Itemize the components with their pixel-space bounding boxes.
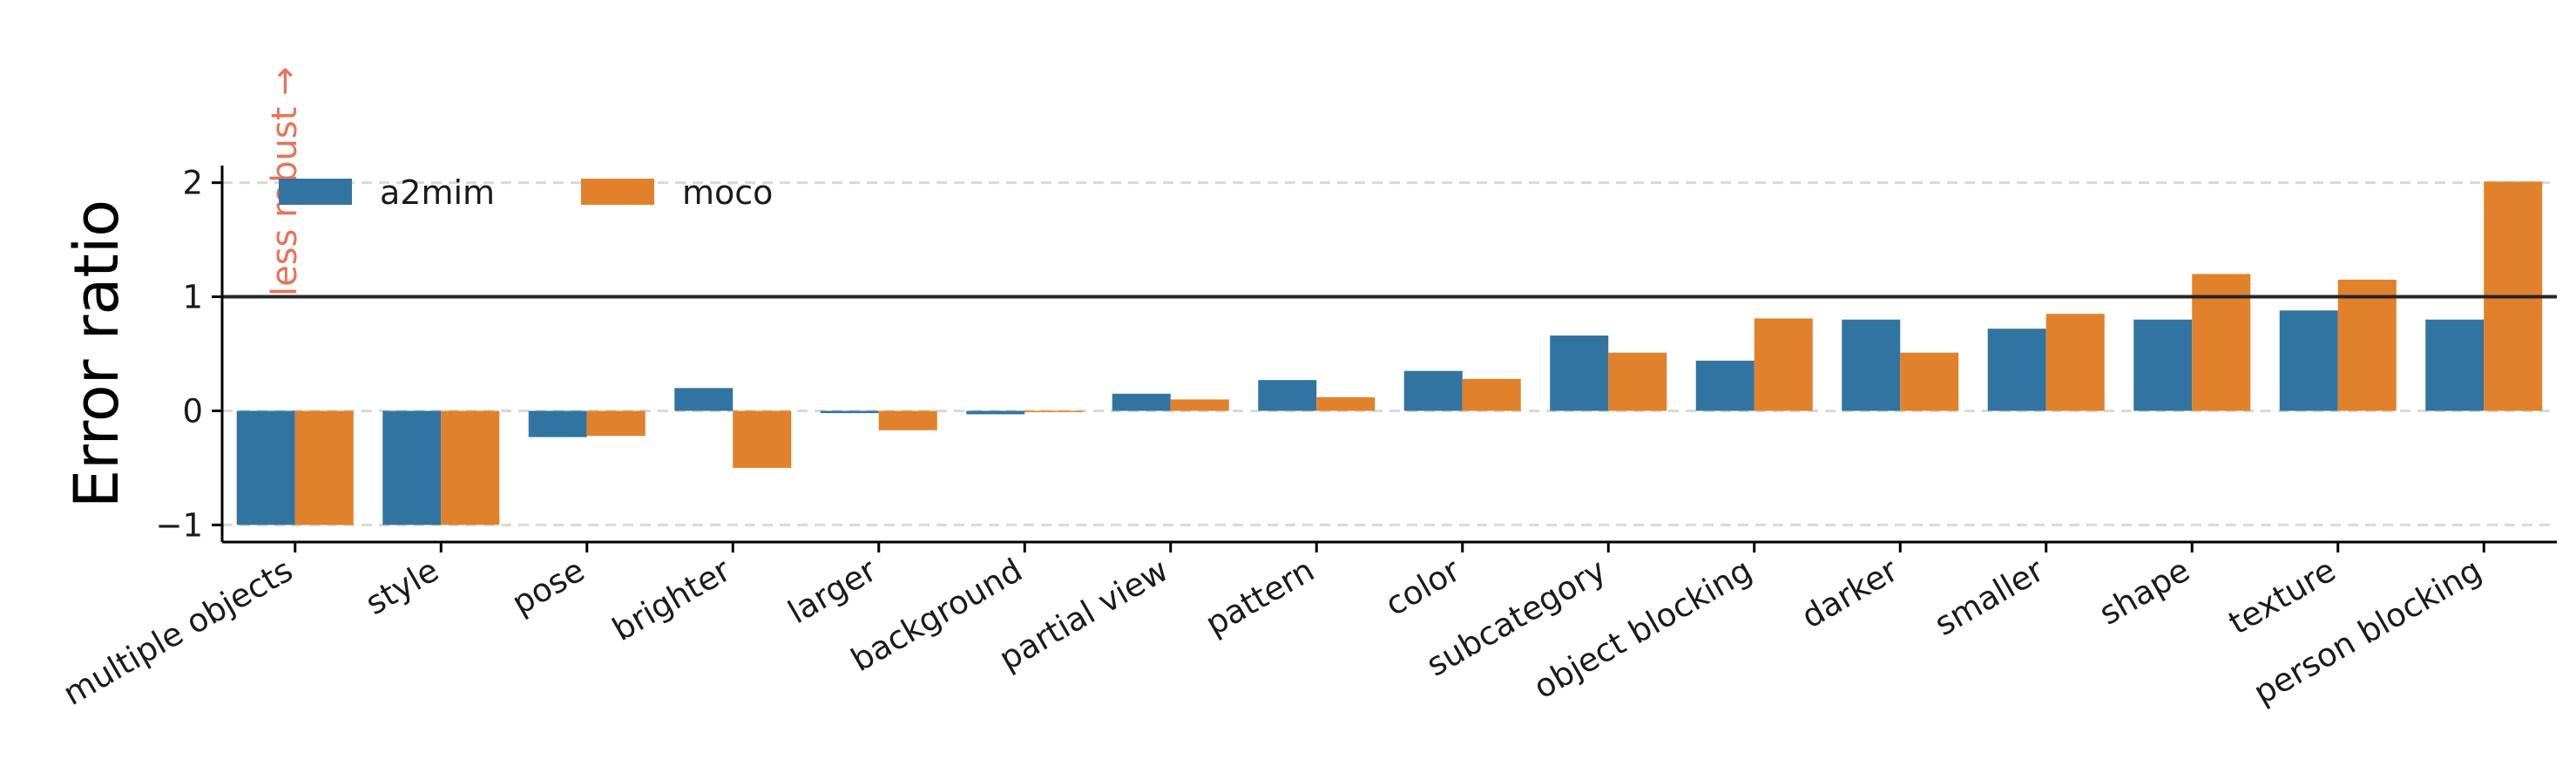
bar-a2mim	[1403, 370, 1463, 411]
bar-a2mim	[1112, 393, 1171, 411]
bar-moco	[1316, 397, 1376, 411]
bar-moco	[1754, 318, 1813, 411]
bar-moco	[1170, 399, 1229, 411]
legend-swatch-a2mim	[279, 179, 352, 205]
bar-moco	[878, 410, 937, 430]
bar-moco	[2337, 279, 2397, 411]
bar-a2mim	[528, 410, 587, 437]
x-tick-label: multiple objects	[57, 552, 299, 713]
y-tick-label: −1	[155, 506, 203, 544]
bar-a2mim	[1550, 336, 1609, 411]
bar-a2mim	[2279, 310, 2338, 411]
legend: a2mim moco	[279, 173, 773, 212]
bars	[236, 181, 2543, 525]
y-ticks: −1 0 1 2	[155, 165, 222, 544]
bar-a2mim	[382, 410, 442, 525]
bar-moco	[586, 410, 646, 437]
legend-label-a2mim: a2mim	[380, 173, 495, 212]
x-tick-label: pose	[505, 552, 591, 622]
bar-a2mim	[1842, 319, 1901, 411]
bar-moco	[1900, 352, 1959, 411]
bar-a2mim	[820, 410, 879, 414]
bar-a2mim	[2133, 319, 2193, 411]
legend-swatch-moco	[581, 179, 654, 205]
bar-moco	[294, 410, 354, 525]
x-tick-label: pattern	[1200, 552, 1321, 643]
bar-moco	[1462, 378, 1521, 411]
y-tick-label: 2	[182, 165, 203, 202]
axes	[220, 166, 2557, 544]
bar-moco	[2192, 274, 2251, 411]
x-tick-label: shape	[2093, 552, 2196, 633]
legend-label-moco: moco	[682, 173, 773, 212]
x-tick-label: color	[1379, 551, 1467, 623]
bar-moco	[1608, 352, 1667, 411]
y-tick-label: 0	[182, 392, 203, 430]
bar-a2mim	[1695, 360, 1755, 411]
x-ticks: multiple objects style pose brighter largerb…	[57, 542, 2488, 713]
bar-moco	[2045, 314, 2105, 411]
bar-a2mim	[966, 410, 1025, 415]
bar-moco	[441, 410, 500, 525]
x-tick-label: darker	[1795, 551, 1905, 635]
bar-a2mim	[1987, 329, 2046, 411]
bar-a2mim	[2425, 319, 2485, 411]
bar-moco	[733, 410, 792, 468]
bar-moco	[1024, 410, 1084, 412]
bar-a2mim	[674, 388, 734, 411]
x-tick-label: style	[359, 552, 444, 623]
y-tick-label: 1	[182, 279, 203, 316]
x-tick-label: smaller	[1929, 551, 2051, 643]
bar-a2mim	[236, 410, 295, 525]
x-tick-label: texture	[2222, 552, 2342, 642]
y-axis-label: Error ratio	[61, 200, 132, 508]
x-tick-label: larger	[781, 551, 883, 631]
x-tick-label: brighter	[606, 551, 738, 648]
bar-a2mim	[1258, 380, 1317, 411]
